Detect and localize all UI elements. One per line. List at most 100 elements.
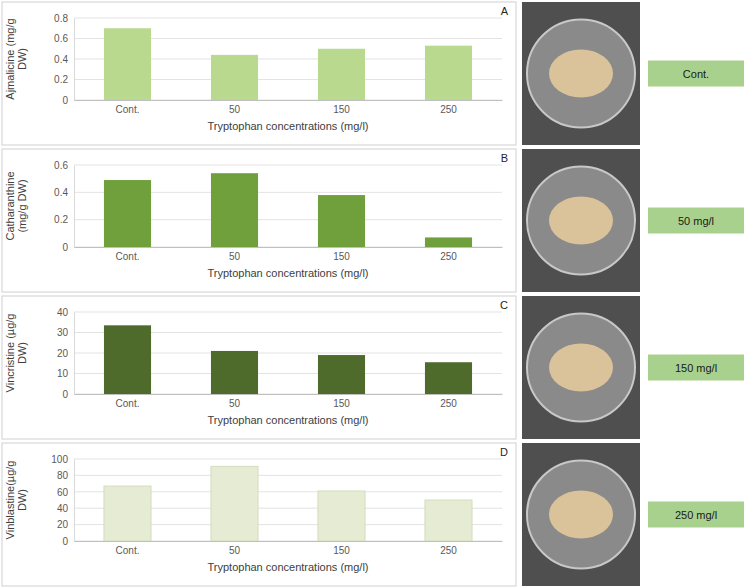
x-axis-title: Tryptophan concentrations (mg/l)	[208, 414, 369, 426]
panel-frame	[2, 296, 516, 439]
panel-frame	[2, 2, 516, 145]
x-tick: Cont.	[116, 541, 140, 556]
x-tick-label: 250	[440, 104, 457, 115]
photo-panel: Cont.	[522, 2, 744, 145]
panel-letter: D	[500, 446, 508, 458]
y-axis-line	[74, 313, 75, 395]
x-tick-label: 50	[229, 545, 241, 556]
y-axis-line	[74, 19, 75, 101]
x-tick: 250	[440, 100, 457, 115]
y-tick-label: 40	[57, 307, 69, 318]
photo-label: 250 mg/l	[675, 509, 717, 521]
x-tick-label: 250	[440, 251, 457, 262]
bar	[425, 362, 472, 394]
label-box	[648, 61, 744, 87]
x-tick-label: Cont.	[116, 545, 140, 556]
y-tick: 40	[57, 503, 74, 514]
y-tick-label: 20	[57, 519, 69, 530]
y-tick-label: 20	[57, 348, 69, 359]
label-box	[648, 355, 744, 381]
x-tick-label: Cont.	[116, 104, 140, 115]
root-culture	[549, 491, 613, 539]
x-tick: 250	[440, 541, 457, 556]
x-axis: Cont.50150250	[75, 100, 503, 115]
y-tick: 0	[62, 389, 74, 400]
photo-frame	[522, 2, 640, 145]
grid-line	[74, 459, 502, 460]
y-axis-title: Catharanthine(mg/g DW)	[4, 171, 28, 240]
x-tick-label: 150	[333, 251, 350, 262]
y-tick-label: 0	[62, 95, 68, 106]
x-tick: 50	[229, 541, 241, 556]
bar	[211, 351, 258, 394]
chart-panel: 020406080100Cont.50150250Tryptophan conc…	[2, 443, 516, 586]
y-axis: 010203040	[57, 307, 75, 400]
y-tick-label: 10	[57, 368, 69, 379]
y-tick-label: 0.8	[54, 13, 68, 24]
bars	[104, 466, 472, 541]
y-axis-title: Vincristine (µg/gDW)	[4, 314, 28, 393]
y-tick: 10	[57, 368, 74, 379]
root-culture	[549, 344, 613, 392]
x-axis: Cont.50150250	[75, 394, 503, 409]
x-tick: 150	[333, 247, 350, 262]
bar	[104, 180, 151, 247]
x-tick-label: 250	[440, 398, 457, 409]
photo-panel: 50 mg/l	[522, 149, 744, 292]
bar	[425, 500, 472, 541]
figure: 00.20.40.60.8Cont.50150250Tryptophan con…	[0, 0, 749, 588]
grid	[74, 165, 502, 247]
x-axis-line	[75, 100, 503, 101]
bar	[425, 237, 472, 247]
y-axis-line	[74, 460, 75, 542]
y-tick: 0.4	[54, 54, 74, 65]
grid	[74, 312, 502, 394]
y-tick: 0.4	[54, 187, 74, 198]
x-tick-label: 150	[333, 398, 350, 409]
y-tick-label: 0.2	[54, 74, 68, 85]
x-axis-title: Tryptophan concentrations (mg/l)	[208, 267, 369, 279]
bar	[318, 491, 365, 541]
photo-panel: 250 mg/l	[522, 443, 744, 586]
x-tick: 50	[229, 247, 241, 262]
bar	[211, 173, 258, 247]
x-tick-label: Cont.	[116, 251, 140, 262]
x-tick: 150	[333, 100, 350, 115]
x-tick-label: 50	[229, 398, 241, 409]
x-axis-line	[75, 247, 503, 248]
bar	[425, 46, 472, 100]
x-tick: 250	[440, 247, 457, 262]
photo-frame	[522, 296, 640, 439]
y-tick-label: 0	[62, 389, 68, 400]
y-tick-label: 0.4	[54, 54, 68, 65]
petri-dish	[527, 314, 635, 422]
photo-label: 50 mg/l	[678, 215, 714, 227]
photo-frame	[522, 149, 640, 292]
y-tick-label: 0.4	[54, 187, 68, 198]
x-tick-label: 50	[229, 251, 241, 262]
y-tick: 80	[57, 470, 74, 481]
panel-letter: B	[501, 152, 508, 164]
y-tick-label: 60	[57, 487, 69, 498]
y-tick: 20	[57, 519, 74, 530]
y-axis: 00.20.40.6	[54, 160, 74, 253]
bar	[104, 486, 151, 541]
chart-panel: 00.20.40.60.8Cont.50150250Tryptophan con…	[2, 2, 516, 145]
panel-letter: A	[501, 5, 509, 17]
grid-line	[74, 165, 502, 166]
panel-letter: C	[500, 299, 508, 311]
root-culture	[549, 50, 613, 98]
y-tick: 20	[57, 348, 74, 359]
x-axis-title: Tryptophan concentrations (mg/l)	[208, 120, 369, 132]
bar	[318, 195, 365, 247]
bars	[104, 173, 472, 247]
y-axis: 00.20.40.60.8	[54, 13, 74, 106]
bar	[318, 49, 365, 100]
y-tick-label: 100	[51, 454, 68, 465]
x-tick-label: 250	[440, 545, 457, 556]
y-tick: 0	[62, 242, 74, 253]
x-axis: Cont. 50 150 250	[75, 247, 503, 262]
bar	[104, 28, 151, 100]
grid	[74, 459, 502, 541]
petri-dish	[527, 461, 635, 569]
